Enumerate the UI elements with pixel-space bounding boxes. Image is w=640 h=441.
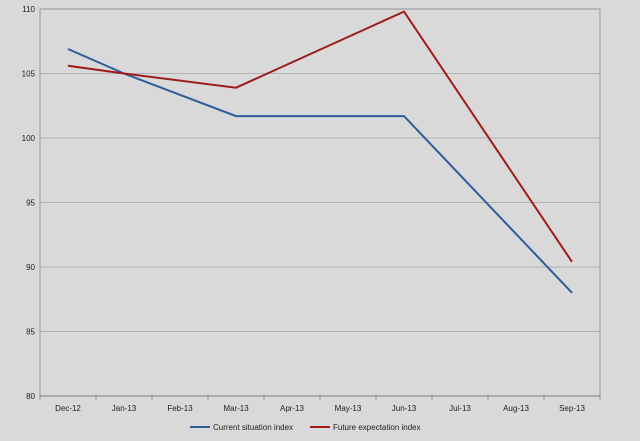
x-tick-label: Mar-13	[223, 404, 249, 413]
legend-label-2: Future expectation index	[333, 423, 421, 432]
x-tick-label: Jun-13	[392, 404, 417, 413]
y-tick-label: 105	[22, 70, 36, 79]
x-tick-label: Jul-13	[449, 404, 471, 413]
x-tick-label: May-13	[335, 404, 362, 413]
x-tick-label: Feb-13	[167, 404, 193, 413]
x-tick-label: Apr-13	[280, 404, 305, 413]
x-tick-label: Aug-13	[503, 404, 529, 413]
y-tick-label: 85	[26, 328, 35, 337]
y-tick-label: 90	[26, 263, 35, 272]
x-tick-label: Jan-13	[112, 404, 137, 413]
x-tick-labels: Dec-12 Jan-13 Feb-13 Mar-13 Apr-13 May-13 Jun-…	[55, 404, 585, 413]
axes	[39, 8, 601, 400]
x-tick-label: Sep-13	[559, 404, 585, 413]
x-tick-label: Dec-12	[55, 404, 81, 413]
series-line-1	[67, 48, 573, 294]
series-lines	[67, 10, 573, 294]
legend: Current situation index Future expectatio…	[190, 423, 421, 432]
y-tick-label: 80	[26, 392, 35, 401]
series-line-2	[67, 10, 573, 263]
y-tick-label: 95	[26, 199, 35, 208]
y-tick-label: 100	[22, 134, 36, 143]
y-tick-label: 110	[22, 5, 35, 14]
y-tick-labels: 80 85 90 95 100 105 110	[22, 5, 36, 401]
gridlines	[40, 8, 600, 332]
legend-label-1: Current situation index	[213, 423, 293, 432]
